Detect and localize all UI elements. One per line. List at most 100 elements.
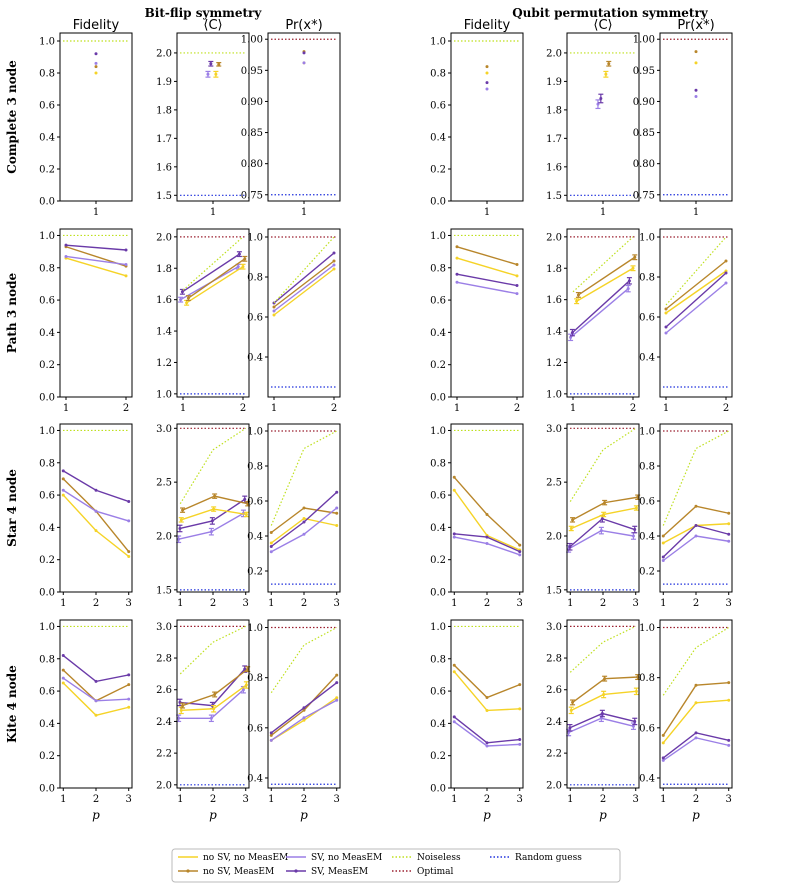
noSV_Meas-data-point — [485, 512, 489, 516]
SV_noMeas-data-point — [596, 102, 600, 106]
axes-frame — [176, 32, 250, 202]
noSV_noMeas-series-line — [453, 489, 521, 551]
noSV_noMeas-data-point — [94, 713, 98, 717]
noSV_Meas-data-point — [94, 65, 98, 69]
noSV_noMeas-series-line — [456, 257, 518, 277]
noSV_Meas-series-line — [456, 246, 518, 266]
noSV_Meas-data-point — [217, 62, 221, 66]
y-tick-label: 1.0 — [247, 427, 263, 438]
axes-frame — [59, 619, 133, 789]
legend-label: Noiseless — [417, 853, 461, 863]
y-tick-label: 1.8 — [546, 264, 562, 275]
y-tick-label: 1.4 — [156, 327, 172, 338]
y-tick-label: 3.0 — [156, 622, 172, 633]
x-tick-label: 1 — [663, 403, 669, 414]
x-tick-label: 1 — [271, 403, 277, 414]
SV_noMeas-data-point — [485, 744, 489, 748]
y-tick-label: 1.00 — [633, 35, 655, 46]
SV_noMeas-data-point — [269, 550, 273, 554]
noSV_Meas-data-point — [213, 494, 217, 498]
SV_noMeas-data-point — [332, 263, 336, 267]
legend-label: no SV, no MeasEM — [203, 853, 288, 863]
chart-panel: 0.0 0.2 0.4 0.6 0.8 1.0 1 2 3 — [430, 619, 524, 805]
x-tick-label: 3 — [334, 794, 340, 805]
SV_Meas-data-point — [661, 555, 665, 559]
SV_noMeas-data-point — [485, 542, 489, 546]
column-title: ⟨C⟩ — [593, 18, 612, 33]
chart-panel: 2.0 2.2 2.4 2.6 2.8 3.0 1 2 3 — [546, 619, 641, 805]
SV_noMeas-data-point — [599, 716, 603, 720]
SV_Meas-series-line — [62, 654, 129, 683]
noSV_noMeas-data-point — [127, 705, 131, 709]
x-tick-label: 1 — [268, 598, 274, 609]
axes-frame — [659, 423, 733, 593]
row-label: Star 4 node — [5, 469, 19, 547]
legend-label: SV, no MeasEM — [311, 853, 382, 863]
y-tick-label: 0.0 — [39, 393, 55, 404]
y-tick-label: 0.80 — [633, 159, 655, 170]
SV_noMeas-data-point — [61, 676, 65, 680]
x-tick-label: 2 — [331, 403, 337, 414]
titles-layer: Bit-flip symmetry Qubit permutation symme… — [5, 6, 715, 822]
noSV_Meas-data-point — [571, 700, 575, 704]
SV_Meas-data-point — [694, 88, 698, 92]
y-tick-label: 1.9 — [546, 77, 562, 88]
SV_Meas-data-point — [485, 535, 489, 539]
noSV_Meas-data-point — [127, 550, 131, 554]
legend-label: SV, MeasEM — [311, 867, 368, 877]
noSV_Meas-data-point — [727, 511, 731, 515]
chart-panel: 0.0 0.2 0.4 0.6 0.8 1.0 1 2 — [39, 228, 133, 414]
SV_Meas-data-point — [64, 243, 68, 247]
y-tick-label: 0.8 — [639, 273, 655, 284]
y-tick-label: 2.0 — [156, 780, 172, 791]
y-tick-label: 0.8 — [639, 673, 655, 684]
noSV_Meas-data-point — [518, 543, 522, 547]
y-tick-label: 0.8 — [430, 263, 446, 274]
y-tick-label: 1.5 — [546, 191, 562, 202]
noSV_noMeas-data-point — [575, 299, 579, 303]
y-tick-label: 0.6 — [247, 723, 263, 734]
chart-panel: 0.0 0.2 0.4 0.6 0.8 1.0 1 2 — [430, 228, 524, 414]
y-tick-label: 0.8 — [247, 273, 263, 284]
SV_noMeas-data-point — [94, 699, 98, 703]
SV_Meas-data-point — [302, 520, 306, 524]
SV_Meas-data-point — [568, 545, 572, 549]
SV_Meas-data-point — [180, 290, 184, 294]
SV_noMeas-data-point — [694, 534, 698, 538]
y-tick-label: 0.4 — [639, 532, 655, 543]
y-tick-label: 2.0 — [546, 232, 562, 243]
group-title-permutation: Qubit permutation symmetry — [512, 6, 709, 20]
y-tick-label: 2.5 — [156, 478, 172, 489]
SV_Meas-legend-marker — [294, 869, 298, 873]
y-tick-label: 0.8 — [639, 462, 655, 473]
y-tick-label: 0.95 — [241, 66, 263, 77]
y-tick-label: 0.6 — [39, 101, 55, 112]
noSV_Meas-data-point — [603, 501, 607, 505]
legend: no SV, no MeasEM no SV, MeasEM SV, no Meas… — [171, 848, 621, 883]
y-tick-label: 1.8 — [156, 264, 172, 275]
SV_Meas-data-point — [515, 284, 519, 288]
noSV_noMeas-data-point — [569, 526, 573, 530]
SV_Meas-data-point — [243, 667, 247, 671]
SV_noMeas-data-point — [455, 280, 459, 284]
y-tick-label: 0.2 — [430, 360, 446, 371]
noSV_noMeas-data-point — [634, 506, 638, 510]
SV_Meas-data-point — [518, 550, 522, 554]
y-tick-label: 0.8 — [430, 654, 446, 665]
SV_Meas-series-line — [665, 272, 727, 328]
axes-frame — [450, 228, 524, 398]
y-tick-label: 2.6 — [546, 685, 562, 696]
y-tick-label: 0.8 — [430, 69, 446, 80]
SV_Meas-data-point — [302, 706, 306, 710]
SV_noMeas-data-point — [241, 688, 245, 692]
noSV_noMeas-data-point — [602, 512, 606, 516]
y-tick-label: 1.5 — [156, 585, 172, 596]
y-tick-label: 1.0 — [430, 426, 446, 437]
SV_noMeas-data-point — [179, 298, 183, 302]
SV_Meas-data-point — [302, 51, 306, 55]
x-tick-label: 1 — [451, 794, 457, 805]
y-tick-label: 1.4 — [546, 327, 562, 338]
y-tick-label: 1.0 — [247, 623, 263, 634]
x-tick-label: 1 — [177, 598, 183, 609]
noSV_Meas-data-point — [485, 696, 489, 700]
